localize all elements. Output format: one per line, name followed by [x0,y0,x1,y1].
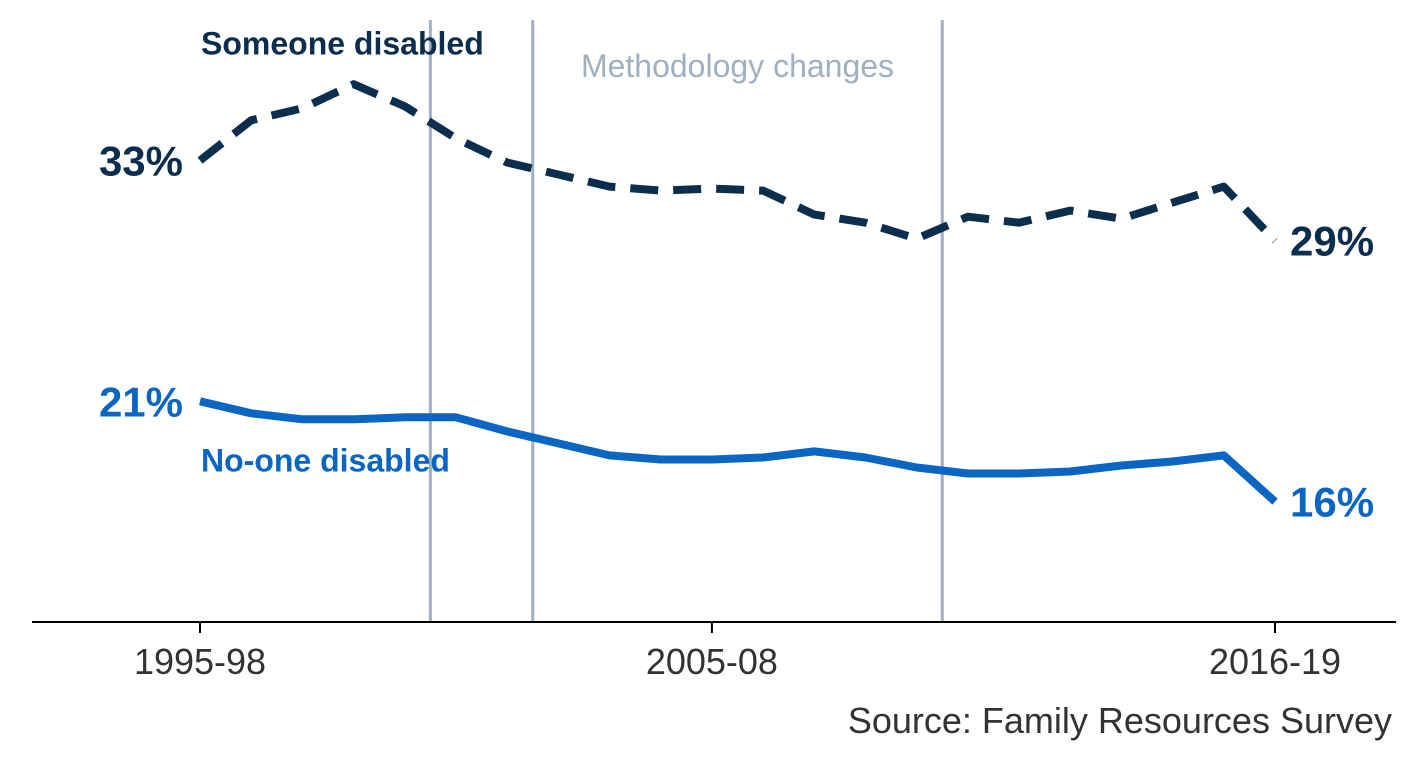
someone-disabled-start-label: 33% [99,137,183,184]
source-note: Source: Family Resources Survey [848,700,1392,741]
no-one-disabled-name-label: No-one disabled [201,442,450,478]
no-one-disabled-start-label: 21% [99,378,183,425]
x-tick-label: 1995-98 [134,641,266,682]
someone-disabled-line [197,80,1278,244]
no-one-disabled-line [199,397,1278,505]
x-axis-ticks: 1995-98 2005-08 2016-19 [134,622,1341,682]
methodology-change-lines [428,20,944,622]
series-layer [197,80,1278,505]
methodology-changes-label: Methodology changes [581,48,894,84]
series-labels: 33% 29% Someone disabled 21% 16% No-one disab… [99,25,1374,525]
someone-disabled-end-label: 29% [1290,218,1374,265]
x-tick-label: 2005-08 [646,641,778,682]
no-one-disabled-end-label: 16% [1290,479,1374,526]
x-tick-label: 2016-19 [1209,641,1341,682]
someone-disabled-name-label: Someone disabled [201,25,484,61]
